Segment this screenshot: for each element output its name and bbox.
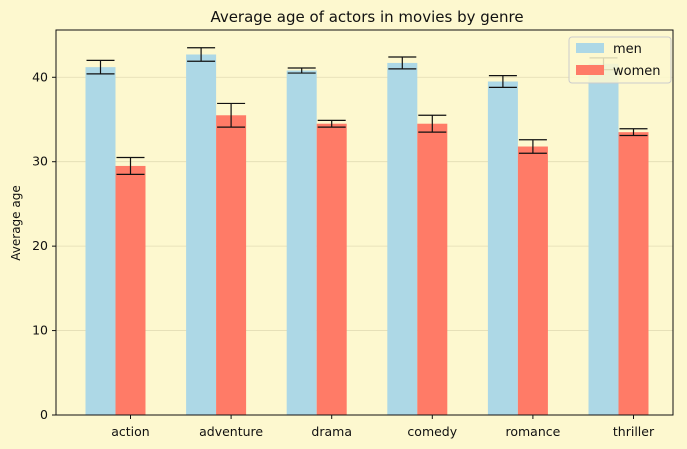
bar-men-drama [286,70,317,416]
y-tick-label: 0 [40,407,48,422]
bar-women-adventure [216,115,247,416]
x-tick-label-adventure: adventure [199,424,263,439]
legend-swatch-women [576,65,604,75]
y-tick-label: 40 [32,69,48,84]
error-bars [86,47,648,175]
y-tick-label: 20 [32,238,48,253]
bar-women-thriller [618,132,649,415]
bar-men-adventure [186,54,217,415]
x-tick-label-comedy: comedy [407,424,457,439]
bar-women-comedy [417,123,448,415]
bar-women-drama [316,123,347,415]
x-tick-label-drama: drama [311,424,352,439]
plot-area [56,30,673,415]
bar-men-romance [487,81,518,415]
y-tick-label: 30 [32,154,48,169]
legend-label-women: women [613,64,661,79]
legend: men women [568,36,672,84]
x-tick-label-romance: romance [505,424,560,439]
x-tick-label-action: action [111,424,149,439]
bar-men-comedy [387,62,418,415]
y-axis-label: Average age [9,185,23,260]
y-tick-label: 10 [32,323,48,338]
chart-title: Average age of actors in movies by genre [210,8,523,26]
legend-label-men: men [613,42,642,57]
bar-women-action [115,165,146,415]
bars [85,54,649,416]
legend-swatch-men [576,43,604,53]
y-axis-ticks: 0 10 20 30 40 [32,69,56,422]
bar-women-romance [517,146,548,415]
plot-frame [55,29,674,416]
x-axis-ticks: action adventure drama comedy romance thrille… [111,415,655,439]
bar-men-action [85,67,116,416]
x-tick-label-thriller: thriller [613,424,655,439]
bar-men-thriller [588,63,619,415]
